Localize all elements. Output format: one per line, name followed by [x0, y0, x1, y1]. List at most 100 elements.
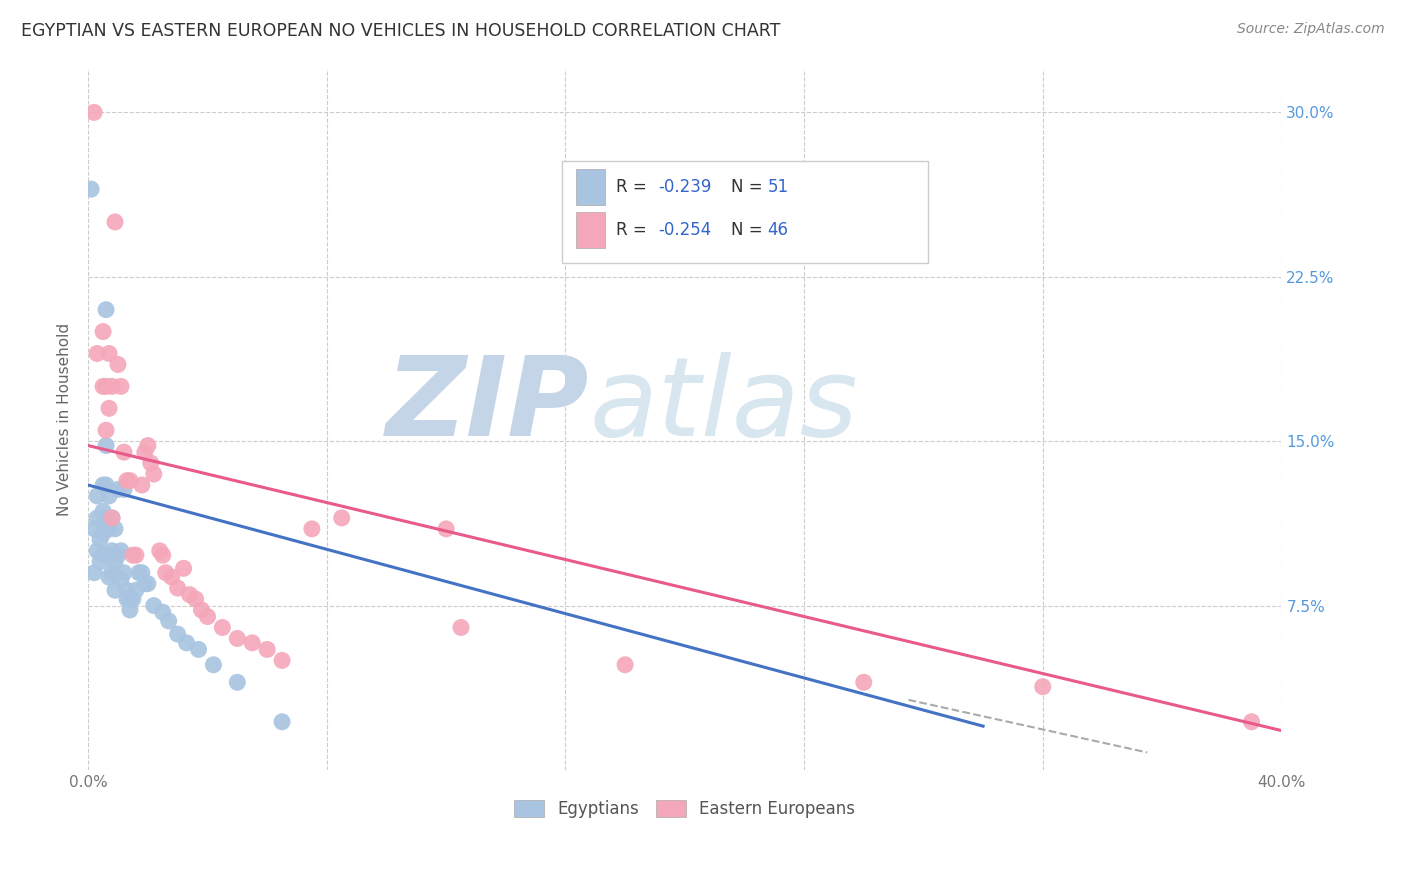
Point [134, 576, 156, 591]
Point [94, 379, 117, 393]
Point [94, 423, 117, 437]
Point [101, 511, 124, 525]
Text: 46: 46 [768, 221, 789, 239]
Point [136, 576, 159, 591]
Point [226, 632, 249, 646]
Point [134, 445, 156, 459]
Point [83, 566, 105, 580]
Point [450, 620, 472, 634]
Point [240, 636, 263, 650]
Point [136, 439, 159, 453]
Point [184, 592, 207, 607]
Point [86, 489, 108, 503]
Point [98, 522, 121, 536]
Point [115, 583, 138, 598]
Point [202, 657, 225, 672]
Legend: Egyptians, Eastern Europeans: Egyptians, Eastern Europeans [508, 793, 862, 825]
Point [118, 592, 141, 607]
Point [176, 636, 198, 650]
Point [104, 583, 127, 598]
Point [112, 445, 135, 459]
Point [107, 358, 129, 372]
Point [98, 570, 121, 584]
Point [139, 456, 162, 470]
Point [271, 714, 294, 729]
Point [94, 302, 117, 317]
Point [166, 627, 188, 641]
Point [149, 543, 172, 558]
Point [101, 566, 124, 580]
Point [98, 548, 121, 562]
Point [197, 609, 219, 624]
Text: Source: ZipAtlas.com: Source: ZipAtlas.com [1237, 22, 1385, 37]
Text: R =: R = [616, 221, 652, 239]
Point [142, 467, 165, 481]
Point [1240, 714, 1263, 729]
Point [852, 675, 875, 690]
Point [101, 511, 124, 525]
Point [152, 548, 174, 562]
Point [301, 522, 323, 536]
Point [190, 603, 212, 617]
Text: 51: 51 [768, 178, 789, 196]
Point [107, 548, 129, 562]
Point [122, 548, 145, 562]
Point [91, 325, 114, 339]
Point [104, 522, 127, 536]
Point [91, 379, 114, 393]
Point [110, 379, 132, 393]
Text: EGYPTIAN VS EASTERN EUROPEAN NO VEHICLES IN HOUSEHOLD CORRELATION CHART: EGYPTIAN VS EASTERN EUROPEAN NO VEHICLES… [21, 22, 780, 40]
Point [125, 583, 148, 598]
Point [118, 474, 141, 488]
Point [94, 478, 117, 492]
Point [83, 105, 105, 120]
Text: N =: N = [731, 221, 768, 239]
Point [94, 511, 117, 525]
Point [91, 504, 114, 518]
Point [142, 599, 165, 613]
Point [89, 555, 111, 569]
Point [187, 642, 209, 657]
Point [112, 566, 135, 580]
Point [104, 215, 127, 229]
Text: -0.239: -0.239 [658, 178, 711, 196]
Point [107, 483, 129, 497]
Point [211, 620, 233, 634]
Point [89, 533, 111, 547]
Point [98, 401, 121, 416]
Point [125, 548, 148, 562]
Point [1032, 680, 1054, 694]
Point [271, 653, 294, 667]
Point [115, 474, 138, 488]
Y-axis label: No Vehicles in Household: No Vehicles in Household [58, 323, 72, 516]
Text: N =: N = [731, 178, 768, 196]
Point [98, 489, 121, 503]
Point [155, 566, 177, 580]
Point [157, 614, 180, 628]
Point [330, 511, 353, 525]
Point [86, 543, 108, 558]
Point [86, 346, 108, 360]
Point [83, 522, 105, 536]
Point [173, 561, 195, 575]
Point [91, 478, 114, 492]
Point [122, 592, 145, 607]
Point [160, 570, 183, 584]
Point [110, 572, 132, 586]
Point [98, 346, 121, 360]
Point [131, 566, 153, 580]
Point [118, 603, 141, 617]
Point [226, 675, 249, 690]
Point [152, 605, 174, 619]
Point [166, 581, 188, 595]
Point [434, 522, 457, 536]
Point [256, 642, 278, 657]
Point [115, 592, 138, 607]
Text: atlas: atlas [589, 351, 858, 458]
Point [179, 588, 201, 602]
Text: ZIP: ZIP [385, 351, 589, 458]
Text: R =: R = [616, 178, 652, 196]
Point [91, 548, 114, 562]
Point [131, 478, 153, 492]
Point [101, 379, 124, 393]
